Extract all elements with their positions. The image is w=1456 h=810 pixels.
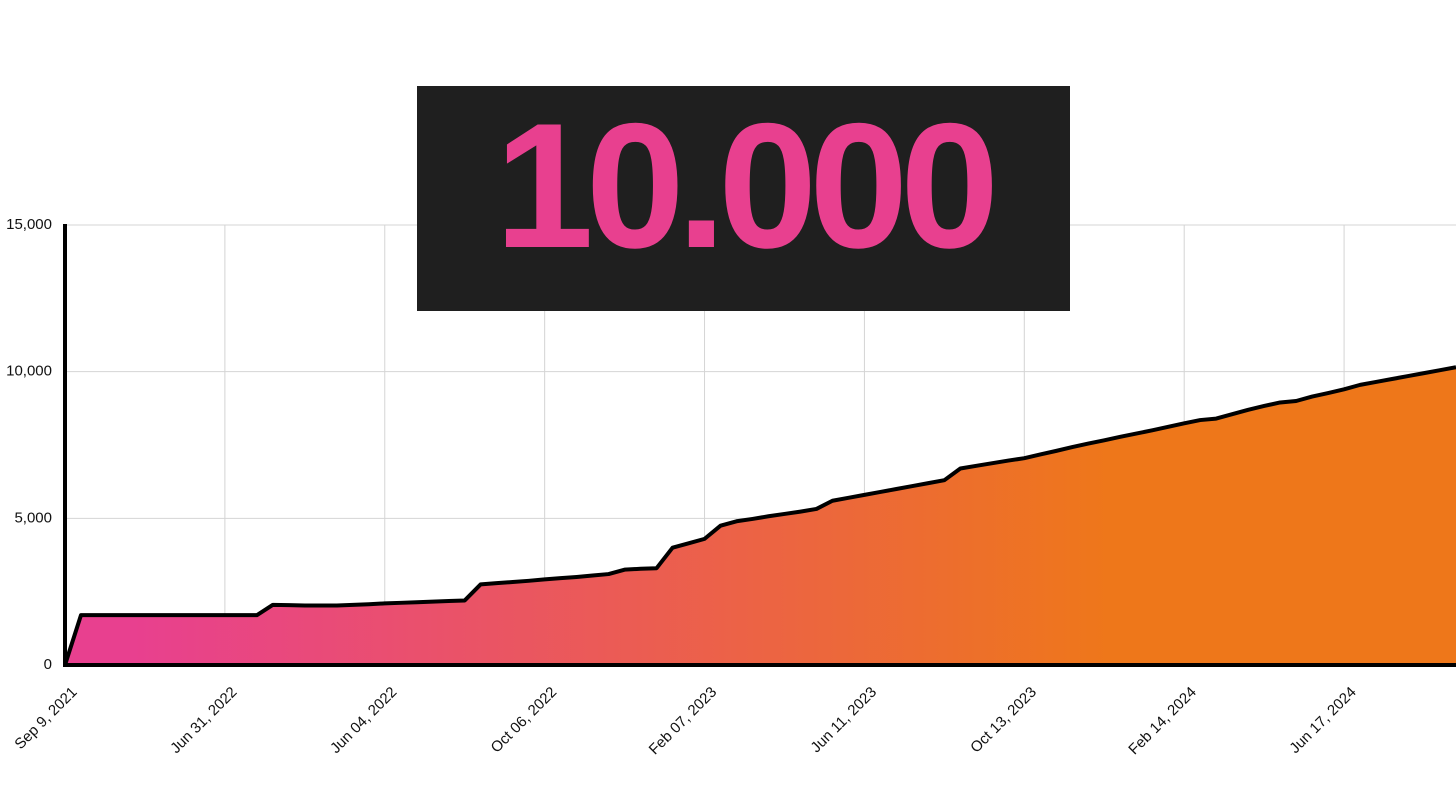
x-tick-label: Jun 17, 2024 bbox=[1286, 684, 1359, 757]
y-tick-label: 5,000 bbox=[14, 509, 52, 526]
x-tick-label: Jun 04, 2022 bbox=[327, 684, 400, 757]
x-tick-label: Sep 9, 2021 bbox=[11, 684, 80, 753]
x-tick-label: Jun 31, 2022 bbox=[167, 684, 240, 757]
highlight-number: 10.000 bbox=[495, 86, 992, 285]
area bbox=[65, 367, 1456, 665]
x-tick-label: Jun 11, 2023 bbox=[807, 684, 880, 757]
highlight-box bbox=[417, 86, 1070, 311]
y-tick-label: 10,000 bbox=[6, 363, 52, 380]
x-tick-label: Oct 06, 2022 bbox=[488, 684, 561, 757]
x-tick-label: Feb 14, 2024 bbox=[1125, 684, 1200, 759]
x-tick-label: Oct 13, 2023 bbox=[967, 684, 1040, 757]
x-tick-label: Feb 07, 2023 bbox=[646, 684, 721, 759]
area-line bbox=[63, 365, 1456, 666]
y-tick-label: 15,000 bbox=[6, 216, 52, 233]
y-tick-label: 0 bbox=[44, 656, 52, 673]
